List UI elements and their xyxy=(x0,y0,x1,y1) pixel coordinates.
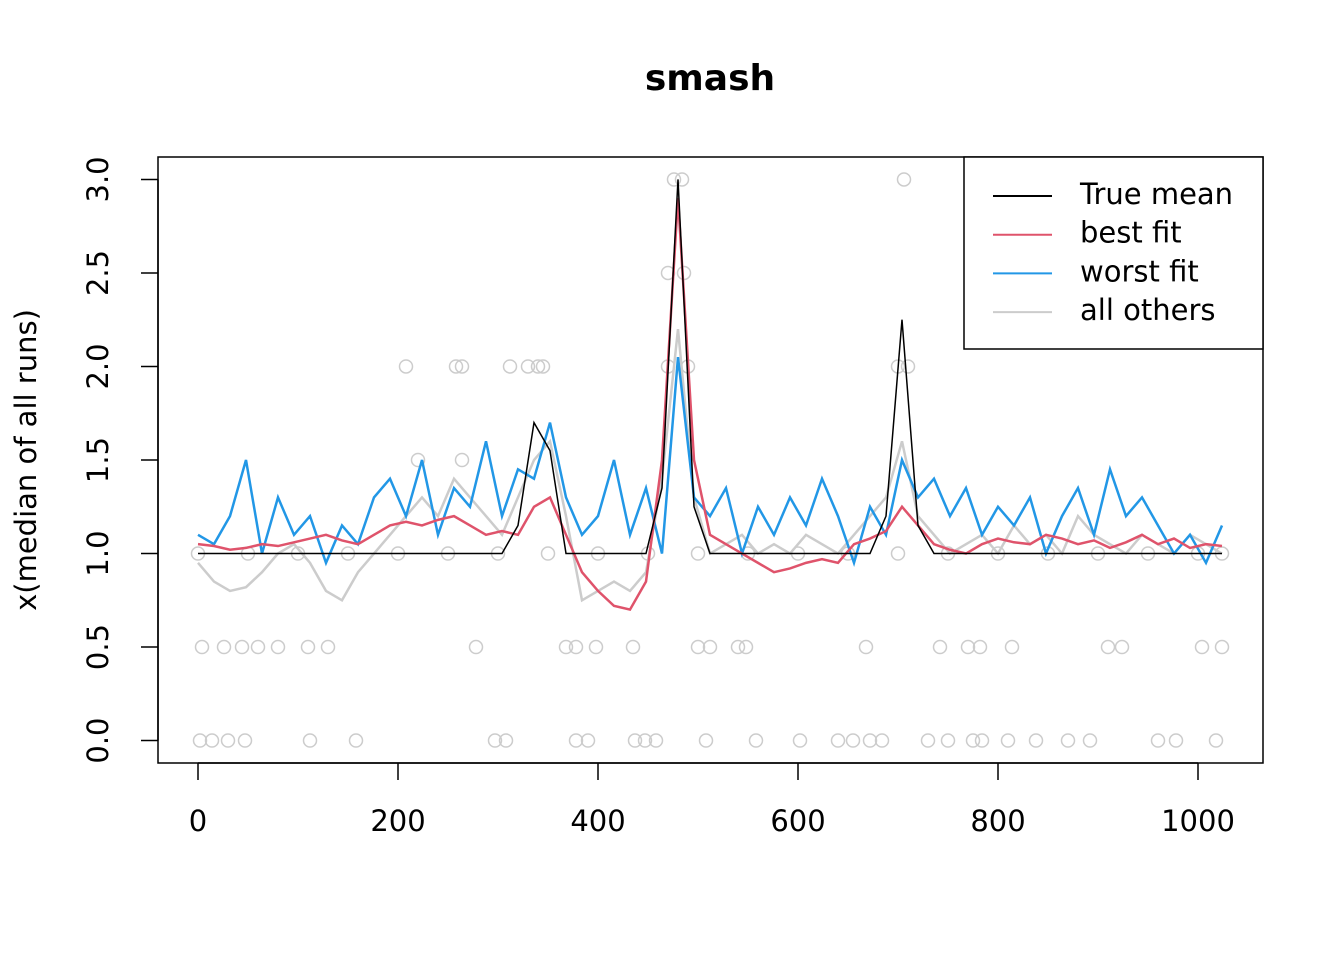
data-point xyxy=(568,733,584,748)
data-point xyxy=(487,733,503,748)
y-tick-label: 0.5 xyxy=(81,624,115,670)
data-point xyxy=(302,733,318,748)
data-point xyxy=(588,639,604,655)
data-point xyxy=(960,639,976,655)
data-point xyxy=(580,733,596,748)
data-point xyxy=(690,546,706,561)
series-line xyxy=(198,179,1222,555)
data-point xyxy=(520,359,536,374)
data-point xyxy=(535,359,551,374)
data-point xyxy=(738,639,754,655)
data-point xyxy=(666,172,682,187)
data-point xyxy=(1004,639,1020,655)
x-tick-label: 800 xyxy=(970,804,1025,838)
y-tick-label: 0.0 xyxy=(81,717,115,763)
legend-label: best fit xyxy=(1080,216,1182,250)
data-point xyxy=(1028,733,1044,748)
data-point xyxy=(730,639,746,655)
data-point xyxy=(498,733,514,748)
data-point xyxy=(1194,639,1210,655)
data-point xyxy=(204,733,220,748)
x-tick-label: 200 xyxy=(370,804,425,838)
data-point xyxy=(237,733,253,748)
data-point xyxy=(890,546,906,561)
y-tick-label: 1.0 xyxy=(81,530,115,576)
data-point xyxy=(448,359,464,374)
data-point xyxy=(1000,733,1016,748)
data-point xyxy=(792,733,808,748)
data-point xyxy=(348,733,364,748)
data-point xyxy=(972,639,988,655)
data-point xyxy=(674,172,690,187)
data-point xyxy=(920,733,936,748)
data-point xyxy=(270,639,286,655)
data-point xyxy=(1114,639,1130,655)
y-tick-label: 2.5 xyxy=(81,250,115,296)
data-point xyxy=(410,452,426,468)
data-point xyxy=(454,452,470,468)
data-point xyxy=(637,733,653,748)
data-point xyxy=(216,639,232,655)
x-tick-label: 0 xyxy=(189,804,207,838)
data-point xyxy=(398,359,414,374)
data-point xyxy=(468,639,484,655)
data-point xyxy=(194,639,210,655)
data-point xyxy=(648,733,664,748)
data-point xyxy=(627,733,643,748)
x-tick-label: 1000 xyxy=(1161,804,1235,838)
data-point xyxy=(300,639,316,655)
plot-frame xyxy=(157,156,1264,764)
data-point xyxy=(1150,733,1166,748)
data-point xyxy=(502,359,518,374)
data-point xyxy=(192,733,208,748)
data-point xyxy=(540,546,556,561)
y-tick-label: 2.0 xyxy=(81,343,115,389)
data-point xyxy=(1168,733,1184,748)
y-tick-label: 3.0 xyxy=(81,156,115,202)
data-point xyxy=(698,733,714,748)
data-point xyxy=(220,733,236,748)
data-point xyxy=(1082,733,1098,748)
data-point xyxy=(1214,639,1230,655)
y-tick-label: 1.5 xyxy=(81,437,115,483)
data-point xyxy=(900,359,916,374)
data-point xyxy=(454,359,470,374)
data-point xyxy=(1060,733,1076,748)
legend-label: all others xyxy=(1080,293,1215,327)
data-point xyxy=(568,639,584,655)
data-point xyxy=(250,639,266,655)
data-point xyxy=(965,733,981,748)
data-point xyxy=(748,733,764,748)
y-axis-label: x(median of all runs) xyxy=(9,309,43,611)
data-point xyxy=(690,639,706,655)
legend-label: worst fit xyxy=(1080,254,1199,288)
data-point xyxy=(625,639,641,655)
data-point xyxy=(702,639,718,655)
x-tick-label: 600 xyxy=(770,804,825,838)
chart-title: smash xyxy=(645,58,775,99)
data-point xyxy=(320,639,336,655)
series-line xyxy=(197,356,1224,568)
data-point xyxy=(1208,733,1224,748)
data-point xyxy=(530,359,546,374)
data-point xyxy=(234,639,250,655)
data-point xyxy=(896,172,912,187)
data-point xyxy=(940,733,956,748)
data-point xyxy=(558,639,574,655)
data-point xyxy=(858,639,874,655)
data-point xyxy=(862,733,878,748)
data-point xyxy=(830,733,846,748)
data-point xyxy=(1100,639,1116,655)
series-line xyxy=(197,198,1223,612)
data-point xyxy=(932,639,948,655)
x-tick-label: 400 xyxy=(570,804,625,838)
data-point xyxy=(974,733,990,748)
data-point xyxy=(874,733,890,748)
data-point xyxy=(845,733,861,748)
legend-box xyxy=(963,156,1264,350)
legend-label: True mean xyxy=(1079,177,1233,211)
